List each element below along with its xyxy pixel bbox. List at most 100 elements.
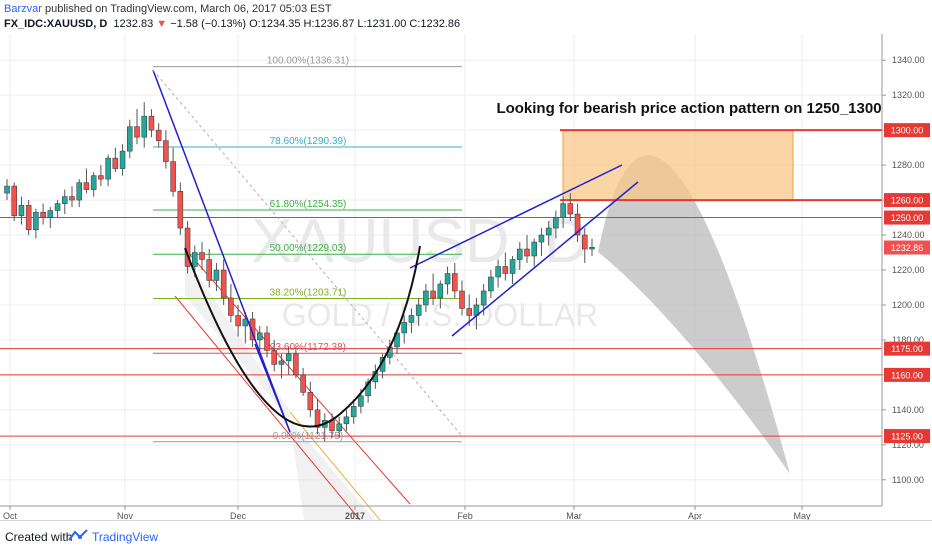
fibonacci-retracement: 100.00%(1336.31) 78.60%(1290.39) 61.80%(12… xyxy=(153,56,462,443)
candle-body xyxy=(235,315,241,327)
candle-body xyxy=(285,353,292,362)
candle-body xyxy=(415,304,422,316)
fib-level-label: 61.80%(1254.35) xyxy=(270,199,347,210)
last-price: 1232.83 xyxy=(113,18,154,30)
candle-body xyxy=(408,315,415,323)
candle-body xyxy=(430,290,436,299)
candle-body xyxy=(278,360,285,365)
candle-body xyxy=(69,196,75,201)
candle-body xyxy=(25,205,32,231)
ohlc-high: H:1236.87 xyxy=(303,18,355,30)
time-tick-label: May xyxy=(793,511,811,520)
change-arrow-icon: ▼ xyxy=(156,18,168,30)
candle-body xyxy=(47,210,54,218)
price-change: −1.58 (−0.13%) xyxy=(170,18,247,30)
candle-body xyxy=(437,283,444,299)
publish-info: Barzvar published on TradingView.com, Ma… xyxy=(4,3,332,15)
candle-body xyxy=(141,115,147,138)
candle-body xyxy=(90,175,97,190)
fib-level-label: 100.00%(1336.31) xyxy=(267,56,349,67)
tradingview-logo-icon xyxy=(68,529,88,541)
candle-body xyxy=(11,185,17,217)
candle-body xyxy=(582,234,588,250)
candle-body xyxy=(148,115,155,131)
candle-body xyxy=(119,150,126,169)
candle-body xyxy=(343,416,350,425)
candle-body xyxy=(112,157,119,169)
candle-body xyxy=(314,409,321,428)
last-price-tag-label: 1232.86 xyxy=(891,243,924,253)
price-level-tag-label: 1175.00 xyxy=(891,344,923,354)
time-tick-label: Feb xyxy=(457,511,473,520)
candle-body xyxy=(264,332,270,351)
candle-body xyxy=(257,332,263,341)
candle-body xyxy=(192,252,198,267)
time-tick-label: Nov xyxy=(117,511,134,520)
candle-body xyxy=(105,157,111,180)
supply-zone xyxy=(562,129,794,201)
fib-level-label: 38.20%(1203.71) xyxy=(270,287,347,298)
candle-body xyxy=(134,126,140,138)
candle-body xyxy=(365,381,371,397)
watermark-symbol: XAUUSD, D xyxy=(251,207,589,276)
candle-body xyxy=(466,308,472,316)
candle-body xyxy=(249,318,256,341)
candle-body xyxy=(531,241,537,257)
candle-body xyxy=(62,196,68,204)
fib-level-label: 0.00%(1121.75) xyxy=(273,431,343,442)
candle-body xyxy=(293,353,299,376)
candle-body xyxy=(177,191,184,229)
trend-drawings xyxy=(152,69,639,437)
candle-body xyxy=(517,248,523,260)
candle-body xyxy=(155,129,162,141)
price-chart[interactable]: XAUUSD, D GOLD / U.S. DOLLAR 100.00%(133… xyxy=(0,34,932,520)
candle-body xyxy=(401,322,407,334)
price-tick-label: 1220.00 xyxy=(892,265,925,275)
ohlc-close: C:1232.86 xyxy=(409,18,461,30)
chart-header: Barzvar published on TradingView.com, Ma… xyxy=(0,0,932,34)
candle-body xyxy=(444,273,451,285)
chart-annotation: Looking for bearish price action pattern… xyxy=(496,100,881,117)
candle-body xyxy=(574,213,581,236)
footer-bar: Created with TradingView xyxy=(0,520,932,551)
candle-body xyxy=(199,252,205,260)
price-tick-label: 1320.00 xyxy=(892,90,925,100)
candle-body xyxy=(336,423,342,432)
price-level-tag xyxy=(884,429,930,444)
candlestick-series xyxy=(4,102,595,442)
price-level-tag-label: 1260.00 xyxy=(891,196,924,206)
fib-level-label: 50.00%(1229.03) xyxy=(270,243,347,254)
candle-body xyxy=(98,175,104,180)
candle-body xyxy=(127,126,133,152)
candle-body xyxy=(480,290,487,306)
candle-body xyxy=(18,205,25,217)
price-level-tag-label: 1300.00 xyxy=(891,126,924,136)
price-tick-label: 1200.00 xyxy=(892,300,925,310)
fib-level-label: 78.60%(1290.39) xyxy=(270,136,347,147)
time-axis[interactable]: Oct Nov Dec 2017 Feb Mar Apr May xyxy=(0,505,882,520)
candle-body xyxy=(495,266,501,278)
price-level-tag-label: 1160.00 xyxy=(891,370,923,380)
last-price-tag xyxy=(884,240,930,255)
price-tick-label: 1340.00 xyxy=(892,55,925,65)
tradingview-link[interactable]: TradingView xyxy=(92,530,159,544)
candle-body xyxy=(509,259,516,274)
author-link[interactable]: Barzvar xyxy=(4,3,42,15)
candle-body xyxy=(163,140,169,162)
candle-body xyxy=(567,203,574,215)
price-tick-label: 1240.00 xyxy=(892,230,925,240)
created-with-text: Created with xyxy=(5,530,73,544)
candle-body xyxy=(452,273,458,292)
price-level-tag xyxy=(884,341,930,356)
price-level-tag xyxy=(884,210,930,225)
candle-body xyxy=(40,212,46,218)
candle-body xyxy=(524,248,530,257)
time-tick-label: 2017 xyxy=(345,511,365,520)
candle-body xyxy=(423,290,429,306)
candle-body xyxy=(307,392,314,411)
time-tick-label: Mar xyxy=(566,511,582,520)
candle-body xyxy=(33,212,39,231)
price-tick-label: 1180.00 xyxy=(892,335,924,345)
candle-body xyxy=(560,203,566,218)
price-axis[interactable]: 1100.00 1120.00 1140.00 1160.00 1180.00 1200.… xyxy=(881,34,930,506)
